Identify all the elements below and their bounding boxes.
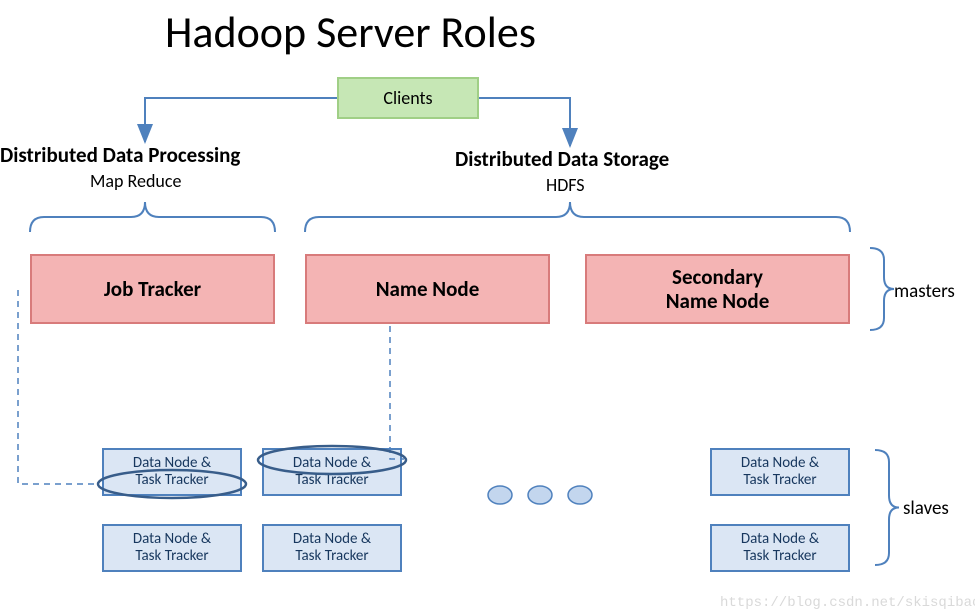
slave-line2: Task Tracker <box>295 548 368 565</box>
storage-title: Distributed Data Storage <box>455 146 669 172</box>
slave-line2: Task Tracker <box>743 472 816 489</box>
storage-subtitle: HDFS <box>546 174 585 196</box>
slave-b1-box: Data Node &Task Tracker <box>262 448 402 496</box>
clients-box: Clients <box>337 77 479 119</box>
slave-line2: Task Tracker <box>295 472 368 489</box>
slaves-label: slaves <box>903 497 949 520</box>
slave-b2-box: Data Node &Task Tracker <box>262 524 402 572</box>
secondary-nn-box: Secondary Name Node <box>585 254 850 324</box>
slave-a2-box: Data Node &Task Tracker <box>102 524 242 572</box>
slave-line1: Data Node & <box>741 455 819 472</box>
slave-c1-box: Data Node &Task Tracker <box>710 448 850 496</box>
slave-line1: Data Node & <box>133 531 211 548</box>
slave-line1: Data Node & <box>133 455 211 472</box>
page-title: Hadoop Server Roles <box>165 5 536 59</box>
processing-subtitle: Map Reduce <box>90 170 181 192</box>
job-tracker-label: Job Tracker <box>104 277 201 301</box>
slave-line2: Task Tracker <box>743 548 816 565</box>
slave-line2: Task Tracker <box>135 472 208 489</box>
slave-line1: Data Node & <box>293 455 371 472</box>
name-node-label: Name Node <box>376 277 480 301</box>
slave-line1: Data Node & <box>741 531 819 548</box>
masters-label: masters <box>894 280 955 303</box>
slave-c2-box: Data Node &Task Tracker <box>710 524 850 572</box>
clients-label: Clients <box>383 87 432 109</box>
slave-a1-box: Data Node &Task Tracker <box>102 448 242 496</box>
job-tracker-box: Job Tracker <box>30 254 275 324</box>
processing-title: Distributed Data Processing <box>0 142 240 168</box>
slave-line2: Task Tracker <box>135 548 208 565</box>
name-node-box: Name Node <box>305 254 550 324</box>
slave-line1: Data Node & <box>293 531 371 548</box>
secondary-nn-label: Secondary Name Node <box>666 265 770 313</box>
watermark: https://blog.csdn.net/skisqibao <box>720 595 975 611</box>
